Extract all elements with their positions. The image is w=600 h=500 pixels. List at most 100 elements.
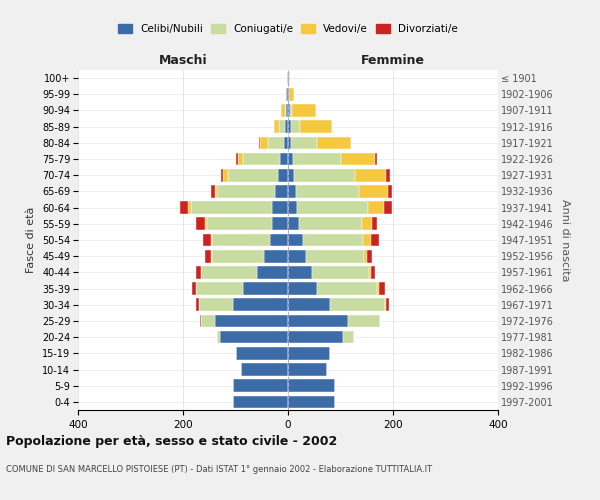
Y-axis label: Anni di nascita: Anni di nascita [560, 198, 571, 281]
Bar [227, 169, 277, 181]
Bar [288, 88, 289, 101]
Bar [244, 152, 280, 166]
Bar [205, 250, 211, 262]
Bar [343, 331, 353, 344]
Bar [196, 298, 199, 311]
Bar [288, 152, 293, 166]
Bar [384, 202, 392, 214]
Text: Maschi: Maschi [158, 54, 208, 67]
Bar [288, 104, 290, 117]
Bar [192, 282, 196, 295]
Bar [377, 282, 379, 295]
Bar [341, 152, 374, 166]
Bar [330, 298, 385, 311]
Bar [361, 218, 372, 230]
Bar [211, 234, 212, 246]
Bar [287, 72, 288, 85]
Bar [311, 266, 370, 278]
Bar [288, 202, 298, 214]
Bar [355, 169, 386, 181]
Bar [202, 266, 257, 278]
Bar [288, 266, 311, 278]
Bar [268, 136, 284, 149]
Bar [211, 185, 215, 198]
Bar [238, 152, 244, 166]
Bar [260, 136, 268, 149]
Bar [199, 298, 233, 311]
Bar [364, 250, 367, 262]
Bar [288, 380, 335, 392]
Bar [386, 298, 389, 311]
Bar [292, 104, 316, 117]
Text: COMUNE DI SAN MARCELLO PISTOIESE (PT) - Dati ISTAT 1° gennaio 2002 - Elaborazion: COMUNE DI SAN MARCELLO PISTOIESE (PT) - … [6, 465, 432, 474]
Bar [388, 185, 392, 198]
Bar [274, 120, 279, 133]
Bar [293, 152, 341, 166]
Bar [286, 88, 288, 101]
Bar [212, 234, 269, 246]
Bar [272, 202, 288, 214]
Bar [288, 234, 303, 246]
Bar [196, 282, 244, 295]
Bar [299, 218, 361, 230]
Bar [288, 169, 295, 181]
Bar [181, 202, 188, 214]
Bar [289, 88, 295, 101]
Bar [288, 298, 330, 311]
Bar [307, 250, 364, 262]
Bar [288, 218, 299, 230]
Bar [288, 120, 290, 133]
Bar [379, 282, 385, 295]
Bar [288, 185, 296, 198]
Bar [359, 185, 388, 198]
Bar [298, 202, 368, 214]
Bar [212, 250, 265, 262]
Bar [215, 314, 288, 328]
Bar [233, 298, 288, 311]
Bar [295, 169, 355, 181]
Bar [217, 185, 275, 198]
Bar [300, 120, 332, 133]
Bar [288, 250, 307, 262]
Bar [269, 234, 288, 246]
Bar [205, 218, 206, 230]
Bar [275, 185, 288, 198]
Bar [277, 169, 288, 181]
Bar [290, 120, 300, 133]
Text: Femmine: Femmine [361, 54, 425, 67]
Bar [215, 185, 217, 198]
Bar [196, 266, 202, 278]
Bar [217, 331, 220, 344]
Bar [265, 250, 288, 262]
Bar [288, 314, 349, 328]
Bar [233, 380, 288, 392]
Bar [286, 104, 288, 117]
Bar [257, 266, 288, 278]
Bar [284, 136, 288, 149]
Bar [367, 250, 372, 262]
Bar [281, 104, 285, 117]
Bar [223, 169, 227, 181]
Bar [202, 314, 215, 328]
Bar [349, 314, 380, 328]
Bar [372, 218, 377, 230]
Bar [303, 234, 363, 246]
Bar [363, 234, 371, 246]
Bar [191, 202, 272, 214]
Bar [288, 396, 335, 408]
Bar [285, 104, 286, 117]
Bar [235, 152, 238, 166]
Bar [288, 72, 289, 85]
Text: Popolazione per età, sesso e stato civile - 2002: Popolazione per età, sesso e stato civil… [6, 435, 337, 448]
Bar [290, 104, 292, 117]
Bar [286, 120, 288, 133]
Bar [196, 218, 205, 230]
Bar [288, 282, 317, 295]
Y-axis label: Fasce di età: Fasce di età [26, 207, 37, 273]
Bar [206, 218, 272, 230]
Bar [279, 120, 286, 133]
Bar [368, 202, 384, 214]
Bar [371, 234, 379, 246]
Bar [296, 185, 359, 198]
Bar [374, 152, 377, 166]
